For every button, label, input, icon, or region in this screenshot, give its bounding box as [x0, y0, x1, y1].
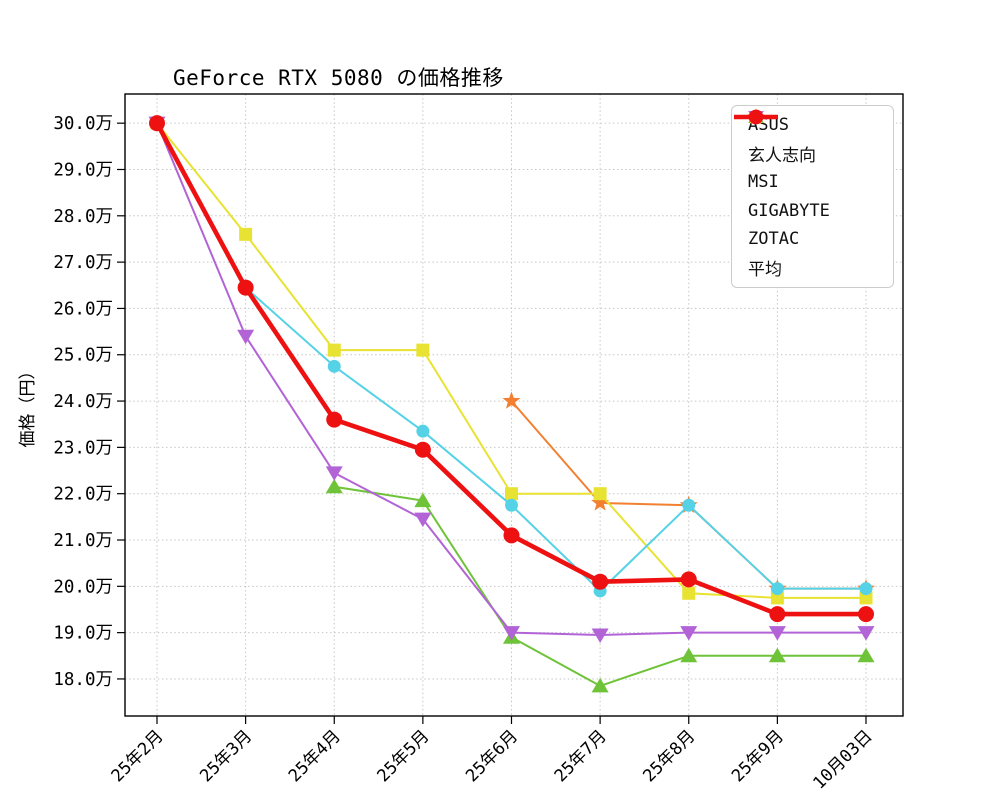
x-tick-labels: 25年2月 25年3月 25年4月 25年5月 25年6月 25年7月 25年8月 25年9月…: [108, 726, 877, 793]
legend-entry-1: 玄人志向: [734, 109, 889, 169]
series-平均: [149, 115, 874, 623]
series-ZOTAC: [148, 116, 875, 643]
svg-text:21.0万: 21.0万: [53, 531, 113, 551]
svg-text:29.0万: 29.0万: [53, 160, 113, 180]
svg-text:25年8月: 25年8月: [639, 726, 699, 786]
legend-entry-4: ZOTAC: [734, 111, 889, 254]
svg-text:22.0万: 22.0万: [53, 485, 113, 505]
svg-text:24.0万: 24.0万: [53, 392, 113, 412]
svg-text:30.0万: 30.0万: [53, 114, 113, 134]
axes-frame: [124, 93, 904, 717]
legend-label: GIGABYTE: [748, 200, 830, 221]
svg-text:19.0万: 19.0万: [53, 624, 113, 644]
legend-entry-3: GIGABYTE: [734, 111, 889, 226]
svg-text:18.0万: 18.0万: [53, 670, 113, 690]
legend-entry-5: 平均: [734, 109, 889, 283]
chart-title: GeForce RTX 5080 の価格推移: [173, 66, 504, 90]
svg-text:25年4月: 25年4月: [285, 726, 345, 786]
circle-icon: [734, 109, 778, 125]
y-tick-labels: 30.0万 29.0万 28.0万 27.0万 26.0万 25.0万 24.0万 23.0万…: [53, 114, 113, 690]
axis-ticks: [117, 122, 867, 724]
svg-text:28.0万: 28.0万: [53, 207, 113, 227]
legend-entry-2: MSI: [734, 111, 889, 197]
legend: ASUS 玄人志向 MSI GIGABYTE ZOTAC 平均: [731, 105, 894, 288]
svg-text:25年6月: 25年6月: [462, 726, 522, 786]
svg-text:10月03日: 10月03日: [809, 726, 876, 793]
svg-text:25年2月: 25年2月: [108, 726, 168, 786]
series-MSI: [150, 116, 873, 605]
svg-text:25年3月: 25年3月: [196, 726, 256, 786]
svg-text:20.0万: 20.0万: [53, 577, 113, 597]
legend-label: MSI: [748, 172, 779, 193]
svg-text:26.0万: 26.0万: [53, 299, 113, 319]
legend-label: ZOTAC: [748, 229, 800, 250]
svg-text:25.0万: 25.0万: [53, 346, 113, 366]
series-玄人志向: [325, 478, 875, 693]
svg-text:23.0万: 23.0万: [53, 438, 113, 458]
svg-text:27.0万: 27.0万: [53, 253, 113, 273]
svg-text:25年5月: 25年5月: [374, 726, 434, 786]
legend-label: 平均: [748, 260, 782, 281]
legend-label: 玄人志向: [748, 146, 816, 167]
svg-text:25年7月: 25年7月: [551, 726, 611, 786]
svg-text:25年9月: 25年9月: [728, 726, 788, 786]
